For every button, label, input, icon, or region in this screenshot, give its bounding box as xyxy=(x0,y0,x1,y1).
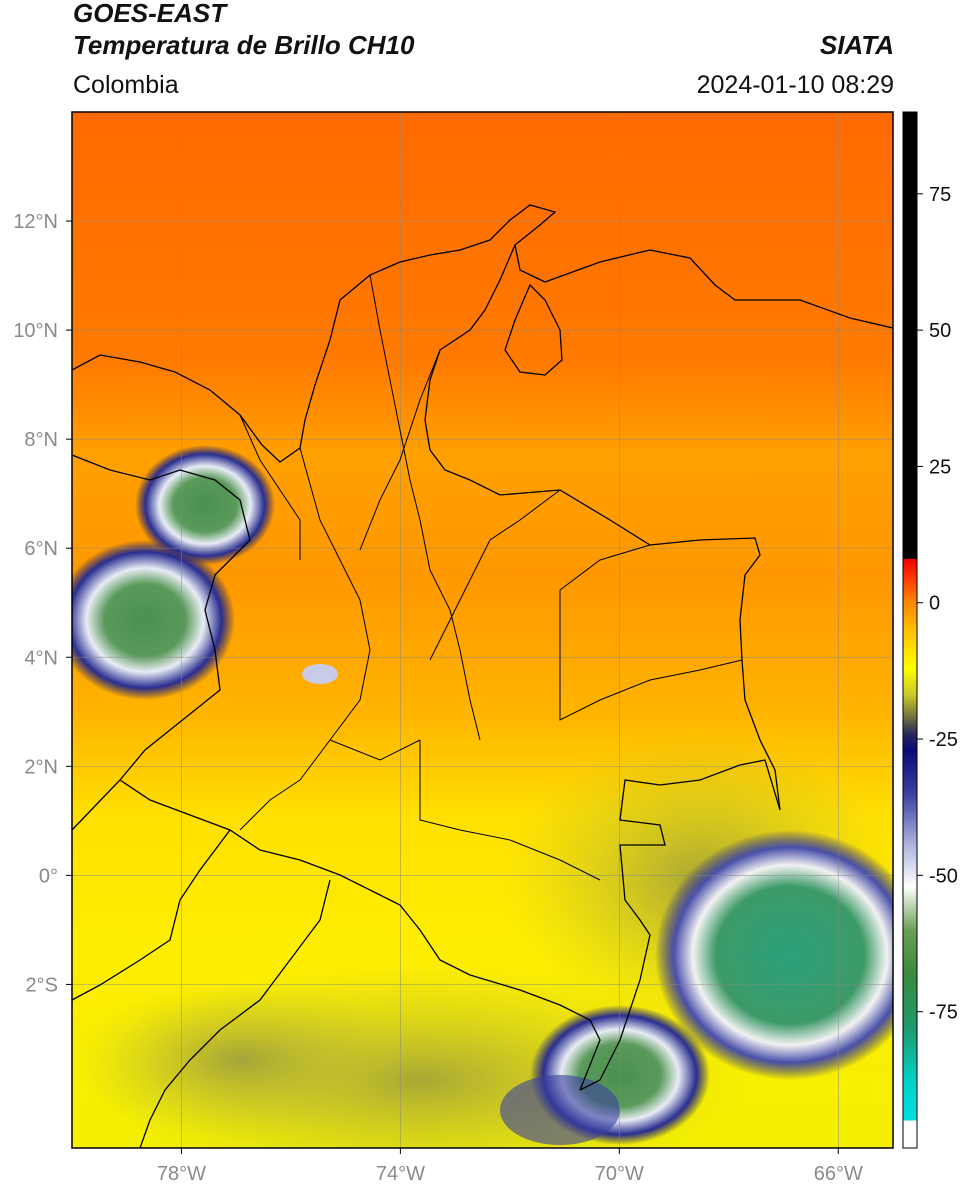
latitude-ticks: 12°N 10°N 8°N 6°N 4°N 2°N 0° 2°S xyxy=(13,211,72,996)
colorbar: 75 50 25 0 -25 -50 -75 xyxy=(902,111,958,1149)
colorbar-tick-label: -25 xyxy=(929,729,958,751)
colorbar-tick-label: -75 xyxy=(929,1002,958,1024)
product-title: Temperatura de Brillo CH10 xyxy=(73,30,415,60)
coastline-pacific xyxy=(72,454,251,831)
lat-tick-label: 2°N xyxy=(24,756,58,778)
border-colombia-peru xyxy=(119,779,601,1091)
colorbar-tick-label: 50 xyxy=(929,320,951,342)
lat-tick-label: 2°S xyxy=(26,974,58,996)
longitude-ticks: 78°W 74°W 70°W 66°W xyxy=(157,1148,863,1185)
storm-cell-uraba xyxy=(135,445,275,565)
storm-cell-small xyxy=(302,664,338,684)
colorbar-tick-label: 75 xyxy=(929,184,951,206)
colorbar-tick-label: 25 xyxy=(929,456,951,478)
colorbar-tick-label: 0 xyxy=(929,593,940,615)
graticule xyxy=(72,112,893,1148)
country-borders xyxy=(72,204,893,1148)
region-label: Colombia xyxy=(73,71,179,99)
storm-edge xyxy=(500,1075,620,1145)
coastline-peru xyxy=(139,879,331,1148)
timestamp-label: 2024-01-10 08:29 xyxy=(696,71,894,99)
lat-tick-label: 4°N xyxy=(24,647,58,669)
lat-tick-label: 6°N xyxy=(24,538,58,560)
storm-cell-amazon xyxy=(655,830,893,1080)
lat-tick-label: 12°N xyxy=(13,211,58,233)
colorbar-tick-label: -50 xyxy=(929,865,958,887)
lon-tick-label: 66°W xyxy=(814,1163,863,1185)
map-area xyxy=(72,112,893,1148)
lon-tick-label: 70°W xyxy=(595,1163,644,1185)
colorbar-scale xyxy=(902,111,918,1149)
lat-tick-label: 0° xyxy=(39,865,58,887)
lake-maracaibo xyxy=(504,283,563,376)
map-frame xyxy=(71,111,894,1149)
lon-tick-label: 78°W xyxy=(157,1163,206,1185)
dept-boundaries xyxy=(239,274,743,881)
satellite-title: GOES-EAST xyxy=(73,0,227,28)
border-colombia-venezuela xyxy=(424,244,781,811)
storm-cell-pacific-south xyxy=(72,540,235,700)
brand-label: SIATA xyxy=(819,30,894,60)
lat-tick-label: 10°N xyxy=(13,320,58,342)
border-colombia-brazil xyxy=(579,759,781,1091)
coastline-caribbean xyxy=(72,204,893,463)
haze-southwest xyxy=(72,980,410,1140)
lat-tick-label: 8°N xyxy=(24,429,58,451)
border-ecuador-peru xyxy=(72,829,231,1001)
colorbar-ticks: 75 50 25 0 -25 -50 -75 xyxy=(917,184,958,1024)
lon-tick-label: 74°W xyxy=(376,1163,425,1185)
